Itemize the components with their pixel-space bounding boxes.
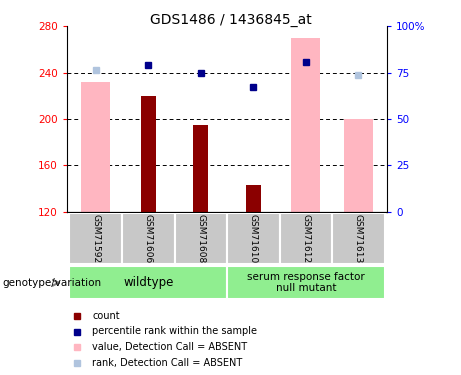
- Bar: [246, 185, 260, 212]
- Bar: [291, 38, 320, 212]
- Text: GSM71612: GSM71612: [301, 214, 310, 263]
- Text: GSM71606: GSM71606: [144, 214, 153, 263]
- Text: wildtype: wildtype: [123, 276, 173, 289]
- Text: rank, Detection Call = ABSENT: rank, Detection Call = ABSENT: [92, 358, 242, 368]
- Bar: [141, 96, 156, 212]
- Text: value, Detection Call = ABSENT: value, Detection Call = ABSENT: [92, 342, 248, 352]
- Bar: [332, 213, 384, 264]
- Bar: [70, 213, 122, 264]
- Text: GDS1486 / 1436845_at: GDS1486 / 1436845_at: [150, 13, 311, 27]
- Text: GSM71610: GSM71610: [249, 214, 258, 263]
- Bar: [227, 266, 384, 299]
- Text: GSM71613: GSM71613: [354, 214, 363, 263]
- Text: count: count: [92, 311, 120, 321]
- Text: serum response factor
null mutant: serum response factor null mutant: [247, 272, 365, 293]
- Bar: [227, 213, 279, 264]
- Text: GSM71592: GSM71592: [91, 214, 100, 263]
- Text: percentile rank within the sample: percentile rank within the sample: [92, 327, 257, 336]
- Bar: [122, 213, 175, 264]
- Bar: [70, 266, 227, 299]
- Bar: [81, 82, 110, 212]
- Bar: [175, 213, 227, 264]
- Text: GSM71608: GSM71608: [196, 214, 205, 263]
- Bar: [194, 125, 208, 212]
- Bar: [344, 119, 373, 212]
- Text: genotype/variation: genotype/variation: [2, 278, 101, 288]
- Bar: [279, 213, 332, 264]
